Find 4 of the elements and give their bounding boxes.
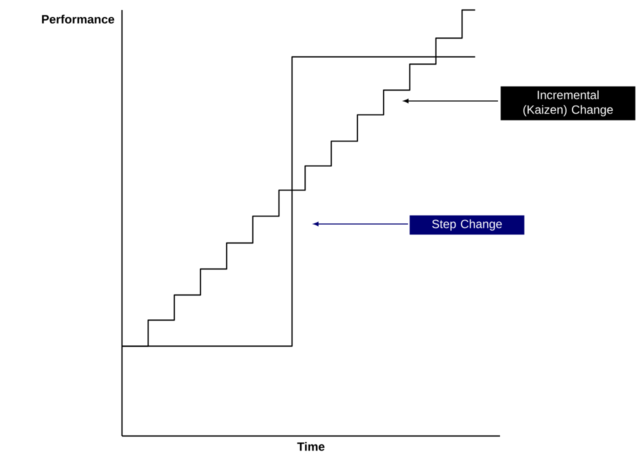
y-axis-title: Performance (42, 14, 114, 24)
annotation: Step Change (432, 219, 502, 231)
x-axis-title: Time (297, 442, 324, 451)
text: Incremental (Kaizen) Change (523, 90, 613, 116)
